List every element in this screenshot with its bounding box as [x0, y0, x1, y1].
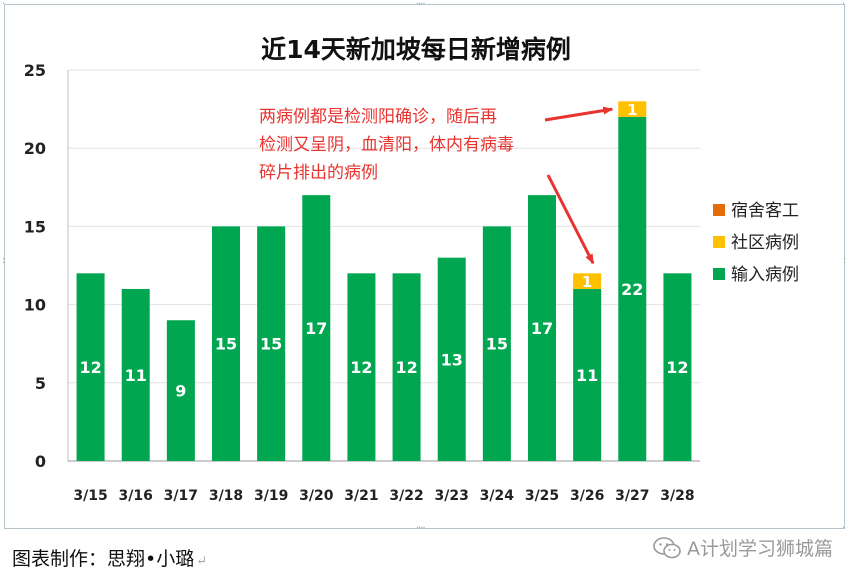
bar-value-label: 9: [175, 382, 186, 401]
x-tick-label: 3/20: [299, 488, 334, 504]
annotation-arrow: [544, 106, 614, 122]
bar-segment: [347, 273, 376, 461]
resize-handle-left[interactable]: :: [2, 255, 5, 266]
resize-handle-corner-br[interactable]: ·: [842, 523, 845, 534]
bar-segment: [257, 226, 286, 461]
annotation-text: 两病例都是检测阳确诊，随后再: [259, 107, 497, 127]
bar-value-label: 17: [305, 319, 327, 338]
y-tick-label: 25: [24, 61, 46, 80]
x-tick-label: 3/22: [389, 488, 423, 504]
y-tick-label: 0: [35, 452, 46, 471]
legend-swatch: [713, 236, 725, 248]
x-tick-label: 3/24: [480, 488, 515, 504]
x-tick-label: 3/16: [119, 488, 153, 504]
resize-handle-corner-tr[interactable]: ·: [842, 0, 845, 10]
x-tick-label: 3/19: [254, 488, 288, 504]
return-mark-icon: ↵: [196, 554, 208, 569]
bar-value-label: 11: [576, 366, 598, 385]
bar-value-label: 15: [260, 335, 282, 354]
brand-label: A计划学习狮城篇: [687, 538, 833, 560]
legend-label: 社区病例: [731, 233, 799, 253]
legend-swatch: [713, 204, 725, 216]
bar-value-label: 12: [350, 358, 372, 377]
bar-segment: [618, 101, 647, 117]
x-axis: 3/15 3/16 3/17 3/18 3/19 3/20 3/21 3/22 3/23 3/24…: [73, 488, 694, 504]
bar-segment: [212, 226, 240, 461]
annotation-text: 检测又呈阴，血清阳，体内有病毒: [259, 135, 514, 155]
footer-credit-text: 图表制作：思翔•小璐: [12, 548, 195, 570]
y-tick-label: 15: [24, 217, 46, 236]
x-tick-label: 3/23: [435, 488, 469, 504]
bar-segment: [573, 288, 602, 461]
brand-watermark: A计划学习狮城篇: [653, 534, 833, 561]
bar-value-label: 12: [395, 358, 417, 377]
bar-segment: [573, 273, 602, 289]
annotation-text: 碎片排出的病例: [259, 163, 378, 183]
annotation-arrow: [546, 174, 595, 265]
bar-value-label: 13: [441, 350, 463, 369]
x-tick-label: 3/18: [209, 488, 243, 504]
bar-segment: [121, 288, 150, 461]
bar-value-label: 17: [531, 319, 553, 338]
x-tick-label: 3/25: [525, 488, 559, 504]
bar-value-label: 15: [215, 335, 237, 354]
legend-label: 输入病例: [731, 265, 799, 285]
wechat-icon: [653, 536, 681, 558]
x-tick-label: 3/27: [615, 488, 649, 504]
bar-segment: [302, 195, 331, 461]
bar-value-label: 22: [621, 280, 643, 299]
bar-segment: [618, 116, 647, 462]
x-tick-label: 3/15: [73, 488, 107, 504]
bar-value-label: 12: [79, 358, 101, 377]
y-tick-label: 10: [24, 296, 46, 315]
bar-value-label: 12: [666, 358, 688, 377]
bar-segment: [392, 273, 421, 461]
footer-credit: 图表制作：思翔•小璐 ↵: [12, 544, 207, 571]
bar-segment: [437, 257, 466, 461]
legend-label: 宿舍客工: [731, 201, 799, 221]
y-tick-label: 5: [35, 374, 46, 393]
bar-segment: [76, 273, 105, 461]
resize-handle-top[interactable]: ····: [416, 0, 426, 10]
bar-value-label: 1: [627, 101, 637, 119]
x-tick-label: 3/17: [164, 488, 198, 504]
x-tick-label: 3/21: [344, 488, 378, 504]
bar-segment: [528, 195, 556, 461]
resize-handle-corner-tl[interactable]: ·: [2, 0, 5, 10]
resize-handle-right[interactable]: :: [843, 255, 846, 266]
gridlines: [68, 69, 700, 462]
resize-handle-bottom[interactable]: ····: [416, 523, 426, 534]
bar-segment: [482, 226, 511, 461]
x-tick-label: 3/26: [570, 488, 604, 504]
x-tick-label: 3/28: [660, 488, 694, 504]
chart-title: 近14天新加坡每日新增病例: [261, 35, 571, 64]
bar-value-label: 11: [125, 366, 147, 385]
legend-swatch: [713, 268, 725, 280]
bar-value-label: 15: [486, 335, 508, 354]
y-tick-label: 20: [24, 139, 46, 158]
bar-segment: [663, 273, 692, 461]
bar-value-label: 1: [582, 273, 592, 291]
bar-segment: [166, 320, 195, 461]
